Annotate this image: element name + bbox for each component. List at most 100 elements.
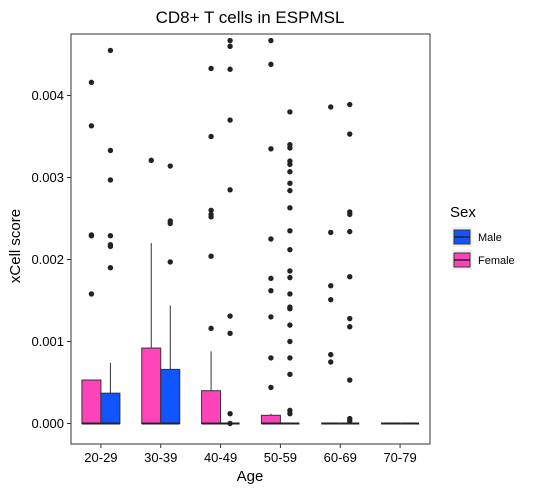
outlier-point <box>287 322 293 328</box>
outlier-point <box>148 157 154 163</box>
legend-title: Sex <box>450 204 476 221</box>
outlier-point <box>287 355 293 361</box>
outlier-point <box>347 274 353 280</box>
outlier-point <box>167 220 173 227</box>
outlier-point <box>268 275 274 282</box>
outlier-point <box>107 233 114 239</box>
outlier-point <box>287 338 293 345</box>
box-male-20-29 <box>100 392 121 425</box>
outlier-point <box>268 146 274 152</box>
y-tick-label: 0.004 <box>31 88 64 103</box>
outlier-point <box>328 229 334 236</box>
y-tick-label: 0.000 <box>31 416 64 431</box>
series-male <box>100 37 420 427</box>
outlier-point <box>347 377 353 383</box>
x-tick-label: 20-29 <box>84 450 117 465</box>
x-tick-label: 50-59 <box>264 450 297 465</box>
outlier-point <box>287 205 293 211</box>
box-female-50-59 <box>260 414 281 424</box>
outlier-point <box>287 371 293 377</box>
outlier-point <box>227 313 233 319</box>
outlier-point <box>268 61 274 68</box>
outlier-point <box>287 145 293 151</box>
outlier-point <box>268 37 274 44</box>
outlier-point <box>347 131 353 137</box>
outlier-point <box>107 147 114 154</box>
outlier-point <box>347 101 353 108</box>
legend-label-female: Female <box>478 255 515 267</box>
y-axis-title: xCell score <box>7 209 24 283</box>
outlier-point <box>268 355 274 361</box>
outlier-point <box>227 410 233 417</box>
outlier-point <box>328 296 334 303</box>
box-female-20-29 <box>81 379 102 425</box>
outlier-point <box>347 324 353 330</box>
x-tick-label: 70-79 <box>383 450 416 465</box>
outlier-point <box>328 104 334 110</box>
x-axis-title: Age <box>237 468 264 485</box>
outlier-point <box>167 259 173 265</box>
x-tick-label: 60-69 <box>324 450 357 465</box>
outlier-point <box>107 243 114 250</box>
outlier-point <box>287 109 293 115</box>
outlier-point <box>227 330 233 336</box>
outlier-point <box>287 410 293 417</box>
outlier-point <box>328 359 334 365</box>
outlier-point <box>88 79 95 86</box>
outlier-point <box>347 315 353 322</box>
box-female-40-49 <box>201 390 222 425</box>
outlier-point <box>347 418 353 424</box>
chart-title: CD8+ T cells in ESPMSL <box>156 8 345 27</box>
outlier-point <box>208 133 214 140</box>
box-female-30-39 <box>141 347 162 424</box>
outlier-point <box>88 123 95 129</box>
y-tick-label: 0.003 <box>31 170 64 185</box>
outlier-point <box>208 65 214 72</box>
outlier-point <box>328 283 334 289</box>
outlier-point <box>107 177 114 183</box>
y-tick-label: 0.001 <box>31 334 64 349</box>
outlier-point <box>268 384 274 391</box>
outlier-point <box>208 207 214 213</box>
outlier-point <box>208 325 214 332</box>
outlier-point <box>268 314 274 320</box>
outlier-point <box>287 291 293 297</box>
outlier-point <box>287 228 293 234</box>
outlier-point <box>227 420 233 427</box>
outlier-point <box>227 37 233 44</box>
outlier-point <box>347 228 353 235</box>
outlier-point <box>268 236 274 242</box>
plot-panel-border <box>70 33 431 445</box>
x-tick-label: 40-49 <box>204 450 237 465</box>
outlier-point <box>227 117 233 123</box>
y-axis: 0.000 0.001 0.002 0.003 0.004 <box>31 88 71 431</box>
outlier-point <box>167 163 173 169</box>
x-tick-label: 30-39 <box>144 450 177 465</box>
outlier-point <box>88 291 95 297</box>
outlier-point <box>208 253 214 259</box>
outlier-point <box>287 246 293 253</box>
legend: Sex Male Female <box>450 204 515 270</box>
outlier-point <box>227 43 233 49</box>
outlier-point <box>287 306 293 312</box>
outlier-point <box>287 268 293 274</box>
series-female <box>81 37 401 425</box>
outlier-point <box>287 169 293 175</box>
y-tick-label: 0.002 <box>31 252 64 267</box>
x-axis: 20-29 30-39 40-49 50-59 60-69 70-79 <box>84 444 417 465</box>
outlier-point <box>227 187 233 193</box>
outlier-point <box>268 287 274 294</box>
box-male-30-39 <box>160 368 181 425</box>
outlier-point <box>287 161 293 168</box>
outlier-point <box>208 214 214 220</box>
plot-area <box>70 33 431 445</box>
outlier-point <box>287 180 293 186</box>
outlier-point <box>107 47 114 54</box>
outlier-point <box>88 233 95 239</box>
outlier-point <box>227 66 233 72</box>
outlier-point <box>287 187 293 194</box>
outlier-point <box>328 351 334 358</box>
legend-label-male: Male <box>478 232 502 244</box>
outlier-point <box>347 211 353 218</box>
